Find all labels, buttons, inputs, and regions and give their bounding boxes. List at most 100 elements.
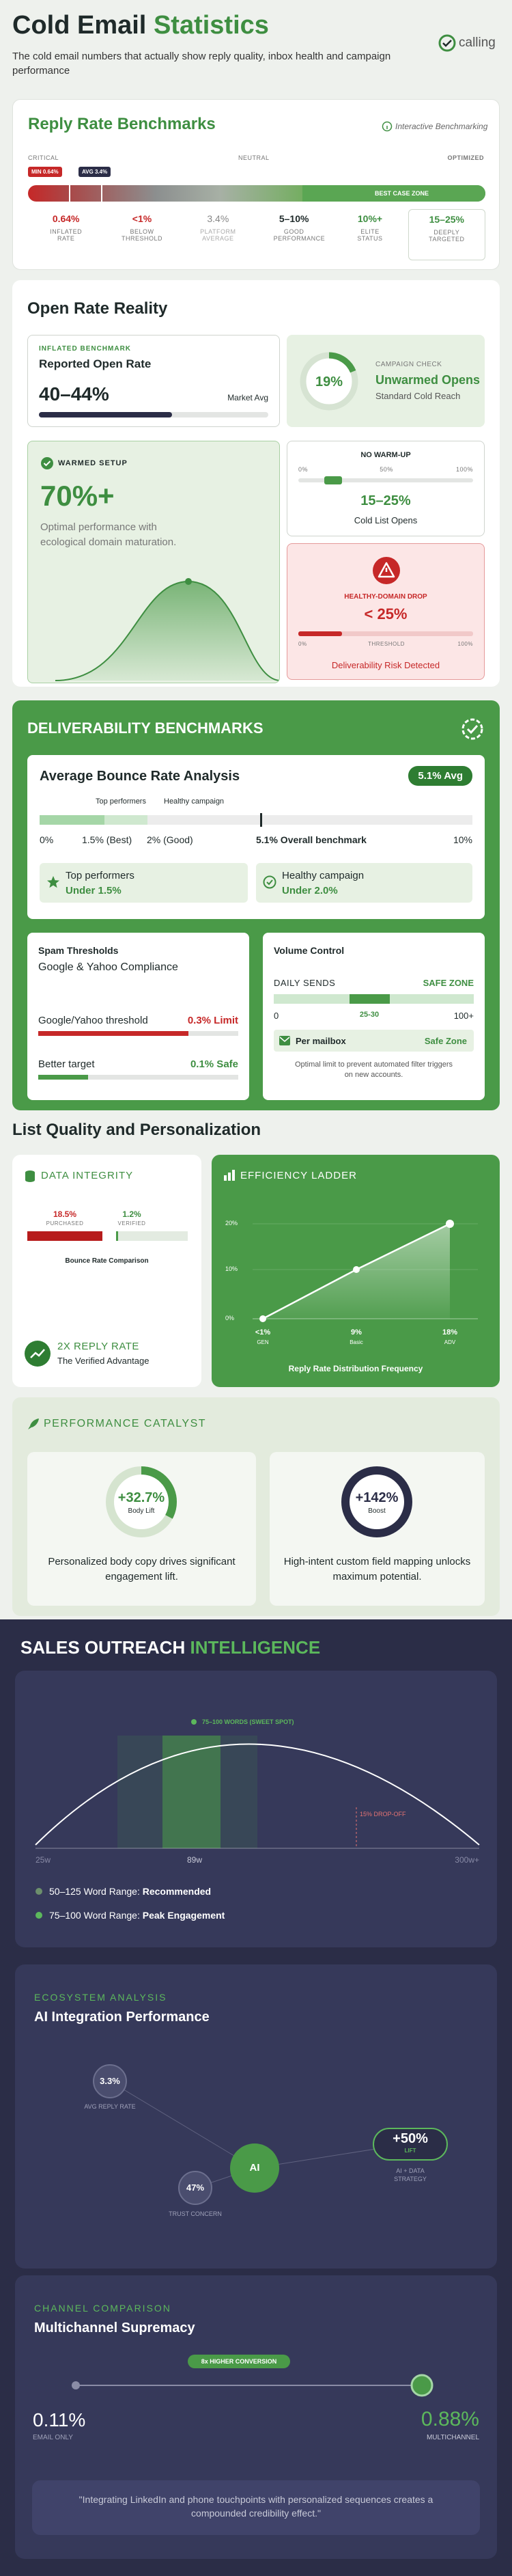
value: 15–25% bbox=[360, 493, 411, 508]
icon-check bbox=[466, 724, 479, 735]
node bbox=[93, 2064, 127, 2098]
ring bbox=[106, 1466, 177, 1537]
axis-label: 25w bbox=[35, 1855, 51, 1865]
legend-item: 75–100 Word Range: Peak Engagement bbox=[49, 1910, 225, 1921]
purchased-bar bbox=[27, 1231, 102, 1241]
intelligence-section: SALES OUTREACH INTELLIGENCE 75–100 WORDS… bbox=[0, 1619, 512, 2576]
scale-label: 100% bbox=[457, 641, 473, 647]
ring bbox=[300, 352, 358, 411]
badge: Interactive Benchmarking bbox=[395, 122, 488, 131]
icon-bottom bbox=[25, 1178, 35, 1182]
no-warmup-card: NO WARM-UP 0% 50% 100% 15–25% Cold List … bbox=[287, 441, 485, 536]
box-value: Under 2.0% bbox=[282, 885, 338, 896]
x-label: GEN bbox=[257, 1339, 269, 1345]
bar-icon bbox=[224, 1170, 235, 1181]
card-title: Spam Thresholds bbox=[38, 945, 119, 956]
ladder-point bbox=[259, 1315, 266, 1322]
bell-curve bbox=[55, 578, 279, 681]
card-subtitle: Google & Yahoo Compliance bbox=[38, 961, 178, 973]
tier: 10%+ ELITE STATUS bbox=[332, 209, 408, 260]
words-card: 75–100 WORDS (SWEET SPOT) 15% DROP-OFF 2… bbox=[15, 1671, 497, 1947]
node bbox=[178, 2171, 212, 2205]
spam-card: Spam Thresholds Google & Yahoo Complianc… bbox=[27, 933, 249, 1100]
best-zone bbox=[302, 185, 485, 202]
scale-label: 50% bbox=[380, 466, 393, 473]
tier-label: PLATFORM AVERAGE bbox=[200, 228, 236, 242]
box-value: Safe Zone bbox=[424, 1036, 467, 1046]
box-label: Per mailbox bbox=[296, 1036, 346, 1046]
network bbox=[93, 2064, 448, 2205]
scale-label: 100% bbox=[455, 466, 473, 473]
benchmark-bar bbox=[28, 185, 485, 202]
node-value: 47% bbox=[186, 2182, 205, 2193]
tier: <1% BELOW THRESHOLD bbox=[104, 209, 180, 260]
tier-label: INFLATED RATE bbox=[50, 228, 83, 242]
track bbox=[39, 412, 268, 417]
row-value: 0.1% Safe bbox=[190, 1058, 238, 1070]
volume-card: Volume Control DAILY SENDS SAFE ZONE 0 2… bbox=[263, 933, 485, 1100]
ladder-chart bbox=[253, 1220, 478, 1322]
tier-value: 15–25% bbox=[429, 214, 464, 225]
range bbox=[324, 476, 342, 484]
axis-label: 2% (Good) bbox=[147, 834, 193, 845]
icon-bg bbox=[41, 457, 53, 469]
dropoff-label: 15% DROP-OFF bbox=[360, 1811, 406, 1818]
legend-range: 75–100 Word Range: bbox=[49, 1910, 140, 1921]
ring-arc bbox=[106, 1466, 177, 1537]
card-title: Reported Open Rate bbox=[39, 357, 152, 370]
mail-icon bbox=[279, 1036, 290, 1045]
tier-value: 5–10% bbox=[279, 213, 309, 224]
eyebrow: HEALTHY-DOMAIN DROP bbox=[344, 593, 427, 601]
card-title: AI Integration Performance bbox=[34, 2010, 210, 2025]
eyebrow: CAMPAIGN CHECK bbox=[375, 361, 442, 368]
track bbox=[274, 994, 474, 1004]
check-icon bbox=[41, 457, 53, 469]
logo: calling bbox=[459, 36, 496, 50]
legend-dot bbox=[35, 1888, 42, 1895]
note: Market Avg bbox=[227, 393, 268, 402]
logo-check bbox=[442, 40, 452, 47]
good-range bbox=[104, 815, 148, 825]
note: Cold List Opens bbox=[354, 515, 418, 525]
card-title: DATA INTEGRITY bbox=[41, 1170, 134, 1181]
warmed-card: WARMED SETUP 70%+ Optimal performance wi… bbox=[27, 441, 280, 683]
email-label: EMAIL ONLY bbox=[33, 2434, 73, 2441]
icon-ring bbox=[382, 121, 393, 132]
badge: 5.1% Avg bbox=[408, 766, 472, 786]
tier-value: 3.4% bbox=[207, 213, 229, 224]
card-title: Unwarmed Opens bbox=[375, 373, 481, 387]
box-value: Under 1.5% bbox=[66, 885, 122, 896]
section-title: PERFORMANCE CATALYST bbox=[44, 1418, 207, 1429]
value: < 25% bbox=[364, 605, 408, 622]
star-icon bbox=[47, 876, 59, 888]
bounce-card: Average Bounce Rate Analysis 5.1% Avg To… bbox=[27, 755, 485, 919]
tier-label: GOOD PERFORMANCE bbox=[273, 228, 326, 242]
track bbox=[38, 1075, 238, 1080]
eyebrow: INFLATED BENCHMARK bbox=[39, 345, 132, 353]
mailbox-box: Per mailbox Safe Zone bbox=[274, 1030, 474, 1052]
section-heading: Open Rate Reality bbox=[27, 299, 168, 318]
marker-avg: AVG 3.4% bbox=[79, 167, 111, 177]
open-rate-section: Open Rate Reality INFLATED BENCHMARK Rep… bbox=[12, 280, 500, 687]
scale-label: CRITICAL bbox=[28, 154, 59, 161]
icon-body bbox=[25, 1173, 35, 1180]
y-label: 20% bbox=[225, 1220, 238, 1227]
value: 40–44% bbox=[39, 383, 109, 405]
tier-value: 10%+ bbox=[357, 213, 383, 224]
scale-label: OPTIMIZED bbox=[447, 154, 484, 161]
info-icon bbox=[382, 121, 393, 132]
x-value: 18% bbox=[442, 1328, 458, 1337]
node-center bbox=[230, 2143, 279, 2193]
tiers: 0.64% INFLATED RATE <1% BELOW THRESHOLD 3.… bbox=[28, 209, 485, 260]
legend-item: Healthy campaign bbox=[164, 797, 225, 806]
icon-flap bbox=[279, 1037, 290, 1042]
words-chart bbox=[35, 1719, 480, 1849]
marker-min: MIN 0.64% bbox=[28, 167, 62, 177]
axis-label: 10% bbox=[453, 834, 472, 845]
note: Optimal limit to prevent automated filte… bbox=[294, 1060, 453, 1079]
node-pill bbox=[373, 2128, 448, 2161]
link bbox=[109, 2081, 255, 2169]
channel-line bbox=[72, 2374, 433, 2397]
multi-dot bbox=[410, 2374, 433, 2397]
multi-label: MULTICHANNEL bbox=[426, 2434, 479, 2441]
